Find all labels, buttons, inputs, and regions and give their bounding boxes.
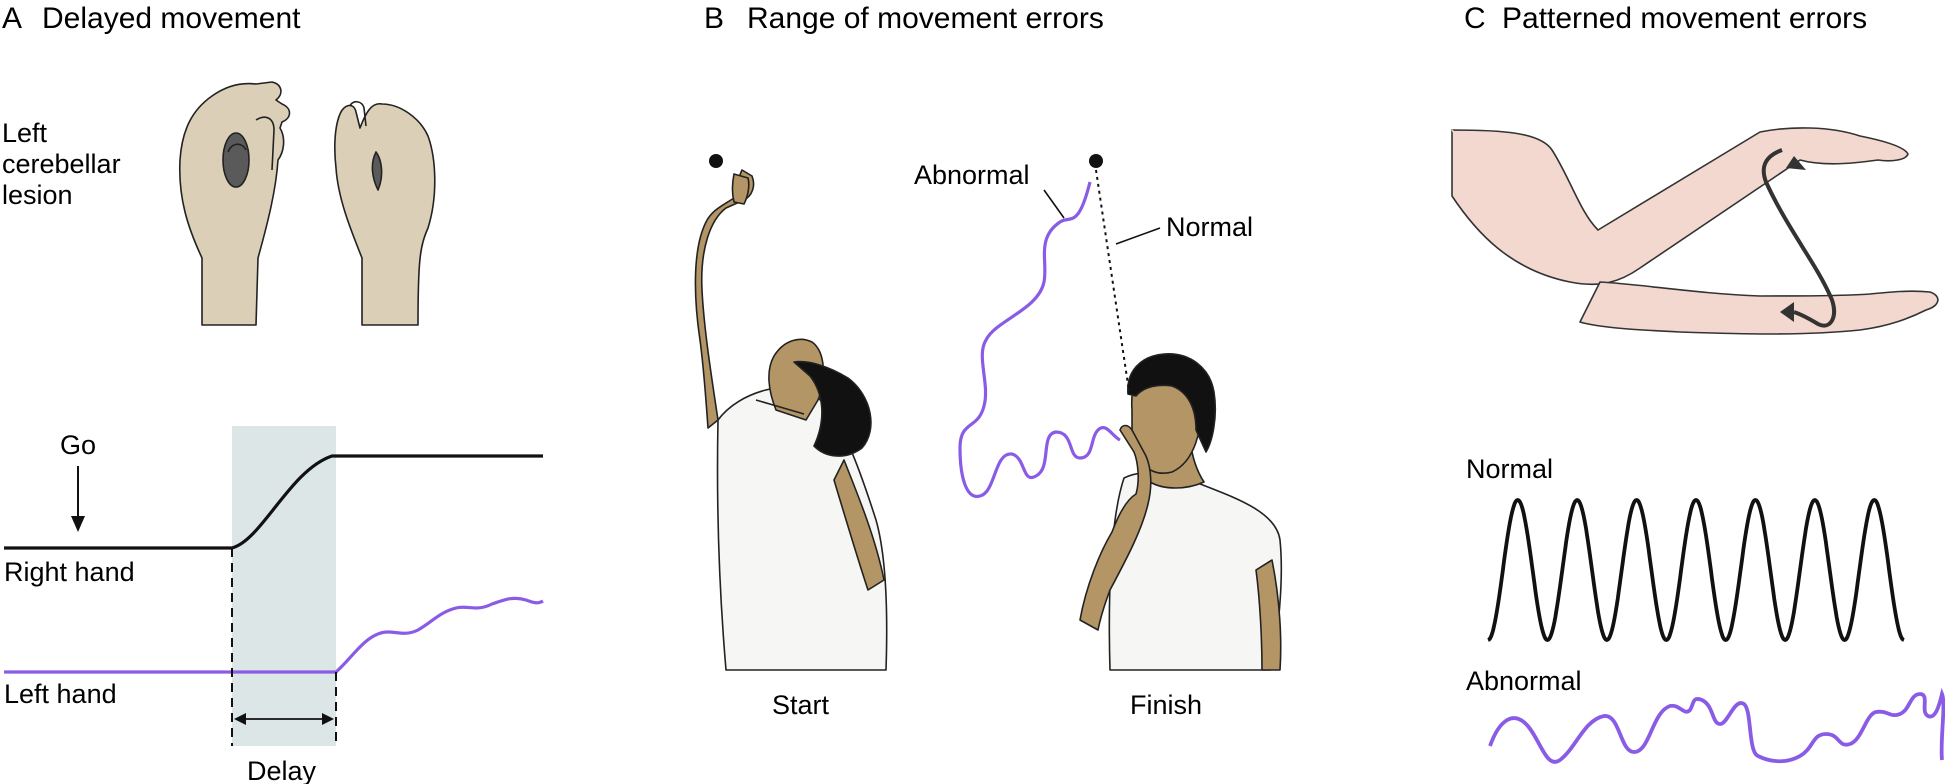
normal-label: Normal — [1166, 212, 1253, 242]
start-target-dot — [709, 154, 723, 168]
start-label: Start — [772, 690, 830, 720]
lesion-label-line-1: Left — [2, 118, 48, 148]
delay-band — [232, 426, 336, 746]
rotation-arrowhead-top — [1786, 156, 1806, 170]
finish-label: Finish — [1130, 690, 1202, 720]
c-normal-label: Normal — [1466, 454, 1553, 484]
abnormal-trajectory — [958, 181, 1121, 498]
rotation-loop — [1761, 148, 1837, 328]
lesion-label-line-3: lesion — [2, 180, 73, 210]
panel-c: C Patterned movement errors Normal Abnor… — [1451, 2, 1945, 764]
lesion-label-line-2: cerebellar — [2, 149, 121, 179]
panel-c-title: Patterned movement errors — [1502, 2, 1867, 35]
rotation-arrowhead-bottom — [1780, 302, 1794, 322]
panel-a-letter: A — [2, 2, 22, 35]
delay-arrowhead-right — [322, 713, 334, 725]
finish-target-dot — [1089, 154, 1103, 168]
delay-label: Delay — [247, 756, 317, 784]
right-hand-label: Right hand — [4, 557, 135, 587]
normal-leader-line — [1115, 227, 1161, 245]
panel-b-title: Range of movement errors — [747, 2, 1104, 35]
panel-a-title: Delayed movement — [42, 2, 301, 35]
normal-wave-trace — [1487, 497, 1905, 643]
hands-holding-objects-illustration — [178, 81, 436, 326]
abnormal-leader-line — [1043, 189, 1065, 219]
panel-a: A Delayed movement Left cerebellar lesio… — [2, 2, 544, 784]
man-touching-nose-illustration — [1079, 353, 1283, 671]
c-abnormal-label: Abnormal — [1466, 666, 1582, 696]
panel-b-letter: B — [704, 2, 724, 35]
forearm-alternating-illustration — [1451, 127, 1939, 335]
right-hand-trace — [4, 454, 543, 550]
go-arrowhead — [71, 516, 85, 532]
delay-arrowhead-left — [234, 713, 246, 725]
left-hand-label: Left hand — [4, 679, 117, 709]
panel-b: B Range of movement errors Abno — [694, 2, 1283, 720]
abnormal-label: Abnormal — [914, 160, 1030, 190]
normal-trajectory — [1095, 169, 1131, 399]
abnormal-wave-trace — [1488, 687, 1945, 764]
left-hand-trace — [4, 596, 544, 674]
panel-c-letter: C — [1464, 2, 1486, 35]
man-pointing-up-illustration — [694, 169, 888, 671]
go-label: Go — [60, 430, 96, 460]
